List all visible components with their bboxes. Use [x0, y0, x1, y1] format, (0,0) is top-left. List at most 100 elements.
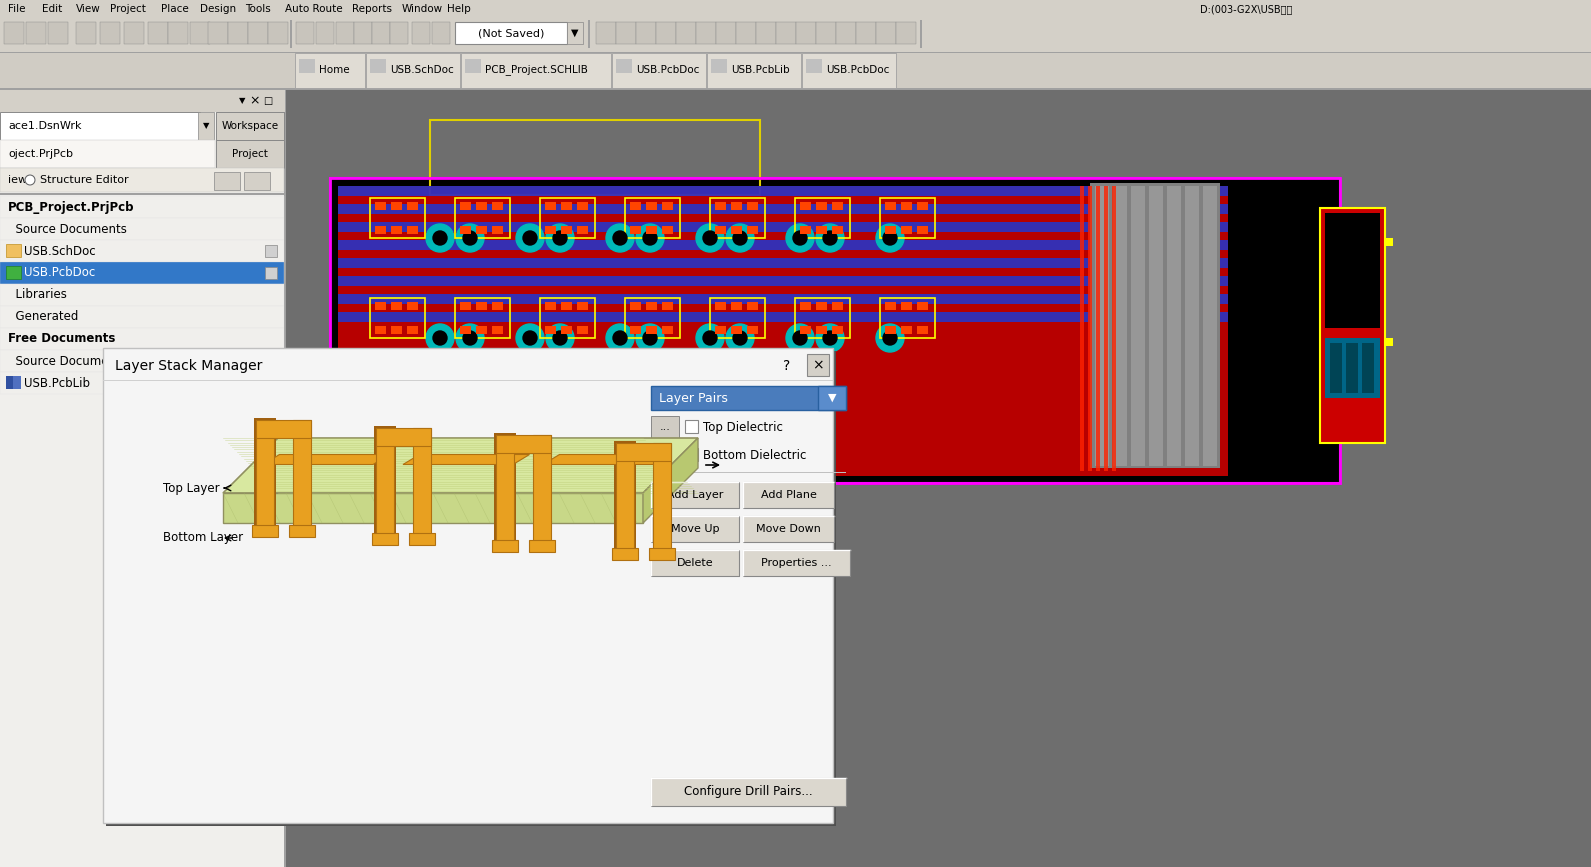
Text: Layer Stack Manager: Layer Stack Manager — [115, 359, 263, 373]
Bar — [337, 312, 1228, 322]
Bar — [251, 525, 278, 537]
Circle shape — [25, 175, 35, 185]
Bar — [625, 298, 679, 338]
Bar — [651, 550, 738, 576]
Circle shape — [823, 231, 837, 245]
Bar — [748, 326, 757, 334]
Bar — [0, 168, 285, 192]
Text: Source Documents: Source Documents — [8, 355, 127, 368]
Text: Configure Drill Pairs...: Configure Drill Pairs... — [684, 786, 813, 799]
Text: Tools: Tools — [245, 4, 270, 14]
Bar — [776, 22, 796, 44]
Bar — [6, 266, 21, 279]
Text: Add Layer: Add Layer — [667, 490, 724, 500]
Bar — [877, 22, 896, 44]
Bar — [228, 22, 248, 44]
Bar — [901, 302, 912, 310]
Bar — [578, 226, 589, 234]
Circle shape — [554, 331, 566, 345]
Bar — [0, 328, 285, 350]
Text: View: View — [76, 4, 100, 14]
Text: Source Documents: Source Documents — [8, 223, 127, 236]
Circle shape — [725, 224, 754, 252]
Circle shape — [426, 324, 453, 352]
Text: File: File — [8, 4, 25, 14]
Bar — [730, 226, 741, 234]
Bar — [676, 22, 695, 44]
Bar — [407, 302, 418, 310]
Circle shape — [877, 224, 904, 252]
Bar — [901, 202, 912, 210]
Bar — [649, 548, 675, 560]
Bar — [492, 302, 503, 310]
Bar — [0, 218, 285, 240]
Circle shape — [433, 331, 447, 345]
Bar — [407, 202, 418, 210]
Bar — [0, 18, 1591, 52]
Bar — [1386, 338, 1394, 346]
Bar — [885, 226, 896, 234]
Bar — [885, 202, 896, 210]
Text: oject.PrjPcb: oject.PrjPcb — [8, 149, 73, 159]
Text: ▼: ▼ — [827, 393, 837, 403]
Circle shape — [703, 331, 718, 345]
Text: USB.SchDoc: USB.SchDoc — [390, 65, 453, 75]
Text: □: □ — [264, 96, 272, 106]
Bar — [197, 112, 215, 140]
Bar — [662, 202, 673, 210]
Bar — [0, 284, 285, 306]
Bar — [662, 302, 673, 310]
Bar — [651, 386, 846, 410]
Text: Layer Pairs: Layer Pairs — [659, 392, 727, 405]
Circle shape — [546, 224, 574, 252]
Bar — [630, 326, 641, 334]
Bar — [796, 22, 816, 44]
Bar — [372, 533, 398, 545]
Bar — [646, 226, 657, 234]
Text: Window: Window — [403, 4, 444, 14]
Bar — [916, 302, 928, 310]
Bar — [880, 198, 936, 238]
Bar — [816, 202, 827, 210]
Bar — [407, 226, 418, 234]
Bar — [430, 120, 760, 195]
Bar — [1114, 186, 1126, 466]
Bar — [1325, 338, 1379, 398]
Bar — [0, 140, 215, 168]
Circle shape — [786, 224, 815, 252]
Bar — [371, 298, 425, 338]
Circle shape — [877, 324, 904, 352]
Bar — [539, 298, 595, 338]
Bar — [337, 204, 1228, 214]
Bar — [1131, 186, 1146, 466]
Bar — [710, 198, 765, 238]
Bar — [0, 240, 285, 262]
Bar — [1321, 208, 1386, 443]
Bar — [1325, 213, 1379, 328]
Text: Workspace: Workspace — [221, 121, 278, 131]
Bar — [1090, 183, 1220, 468]
Polygon shape — [643, 438, 698, 523]
Bar — [832, 326, 843, 334]
Bar — [48, 22, 68, 44]
Bar — [885, 302, 896, 310]
Bar — [248, 22, 267, 44]
Text: Project: Project — [110, 4, 146, 14]
Bar — [0, 306, 285, 328]
Text: ?: ? — [783, 359, 791, 373]
Bar — [374, 426, 396, 541]
Bar — [578, 202, 589, 210]
Circle shape — [636, 224, 663, 252]
Text: PCB_Project.SCHLIB: PCB_Project.SCHLIB — [485, 64, 589, 75]
Bar — [455, 298, 511, 338]
Bar — [616, 443, 633, 553]
Bar — [578, 326, 589, 334]
Bar — [1095, 186, 1109, 466]
Bar — [375, 326, 387, 334]
Bar — [0, 0, 1591, 18]
Bar — [743, 482, 834, 508]
Bar — [716, 22, 737, 44]
Circle shape — [463, 231, 477, 245]
Bar — [148, 22, 169, 44]
Bar — [613, 53, 706, 88]
